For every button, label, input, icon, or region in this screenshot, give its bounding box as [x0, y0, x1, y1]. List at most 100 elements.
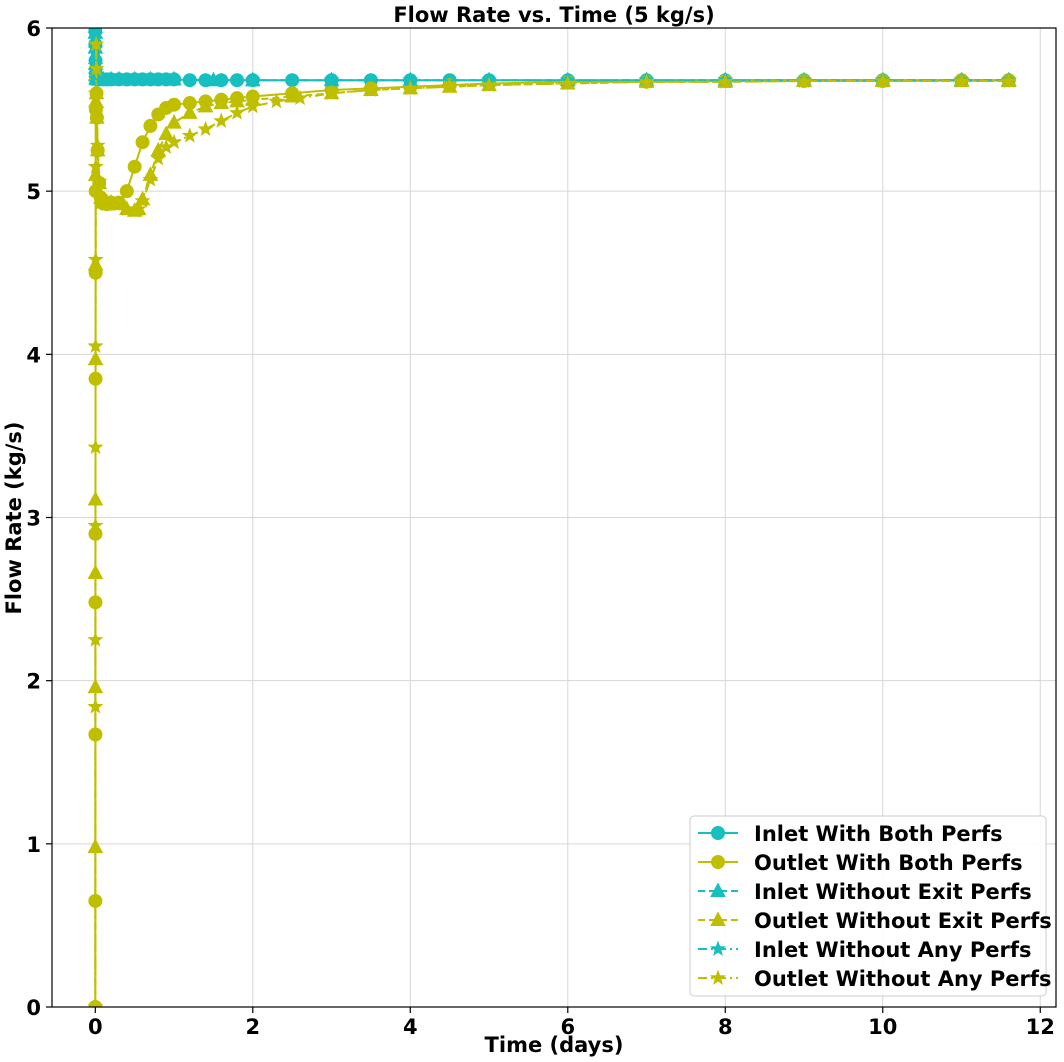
outlet-without-any-perfs-series [87, 35, 1017, 1007]
outlet-without-any-perfs-marker [87, 337, 104, 353]
legend-outlet-without-any-perfs-marker [709, 969, 727, 985]
y-tick-label: 3 [26, 507, 41, 531]
outlet-without-any-perfs-marker [638, 73, 655, 89]
y-axis-label: Flow Rate (kg/s) [2, 422, 26, 615]
outlet-without-any-perfs-marker [87, 251, 104, 267]
legend-inlet-without-exit-perfs-marker [710, 882, 726, 897]
outlet-without-any-perfs-marker [87, 698, 104, 714]
outlet-without-any-perfs-marker [87, 631, 104, 647]
inlet-without-exit-perfs-line [94, 32, 1009, 82]
outlet-without-any-perfs-marker [559, 75, 576, 91]
outlet-without-any-perfs-marker [142, 171, 159, 187]
outlet-without-exit-perfs-marker [87, 678, 104, 694]
outlet-without-any-perfs-marker [88, 101, 105, 117]
outlet-without-any-perfs-marker [1000, 72, 1017, 88]
outlet-without-any-perfs-marker [91, 172, 108, 189]
inlet-without-any-perfs-marker [126, 70, 143, 87]
legend-entry: Inlet Without Any Perfs [698, 938, 1031, 962]
outlet-with-both-perfs-marker [167, 97, 182, 112]
outlet-without-any-perfs-marker [213, 112, 230, 128]
y-tick-label: 5 [26, 180, 41, 204]
y-tick-label: 4 [26, 343, 41, 367]
inlet-without-exit-perfs-series [87, 28, 1017, 87]
y-tick-label: 1 [26, 833, 41, 857]
outlet-without-any-perfs-marker [362, 81, 379, 97]
outlet-without-any-perfs-marker [87, 517, 104, 533]
outlet-with-both-perfs-marker [127, 159, 142, 174]
y-tick-label: 2 [26, 670, 41, 694]
outlet-without-any-perfs-marker [134, 192, 151, 208]
outlet-without-any-perfs-marker [130, 200, 147, 216]
legend-outlet-without-exit-perfs-marker [710, 911, 726, 926]
chart-title: Flow Rate vs. Time (5 kg/s) [393, 3, 714, 27]
y-axis: 0 1 2 3 4 5 6 [26, 17, 52, 1020]
inlet-without-any-perfs-marker [142, 70, 159, 87]
x-tick-label: 8 [718, 1015, 733, 1039]
legend-inlet-with-both-perfs-marker [711, 826, 725, 840]
outlet-without-any-perfs-marker [292, 89, 309, 105]
outlet-without-exit-perfs-marker [87, 564, 104, 579]
outlet-without-any-perfs-line [94, 44, 1009, 1007]
legend-label: Outlet Without Exit Perfs [754, 909, 1052, 933]
outlet-without-any-perfs-marker [796, 72, 813, 88]
outlet-without-any-perfs-marker [110, 195, 127, 212]
series-layer [87, 28, 1017, 1007]
legend-label: Outlet With Both Perfs [754, 851, 1023, 875]
outlet-without-any-perfs-marker [197, 120, 214, 136]
inlet-without-any-perfs-line [94, 34, 1009, 82]
outlet-without-any-perfs-marker [323, 84, 340, 101]
inlet-without-any-perfs-marker [87, 28, 104, 42]
outlet-without-exit-perfs-marker [166, 114, 182, 129]
outlet-without-any-perfs-marker [874, 72, 891, 88]
outlet-without-any-perfs-marker [268, 92, 285, 109]
outlet-without-any-perfs-marker [953, 72, 970, 88]
outlet-without-any-perfs-marker [166, 133, 183, 150]
inlet-without-any-perfs-marker [205, 71, 222, 88]
legend-entry: Outlet Without Any Perfs [698, 967, 1052, 991]
x-tick-label: 0 [88, 1015, 103, 1039]
outlet-without-exit-perfs-marker [213, 94, 230, 110]
outlet-without-exit-perfs-marker [89, 109, 105, 124]
x-axis: 0 2 4 6 8 10 12 [88, 1007, 1055, 1039]
outlet-without-any-perfs-marker [87, 438, 104, 455]
outlet-without-any-perfs-marker [87, 998, 104, 1007]
outlet-without-any-perfs-marker [89, 137, 106, 153]
x-axis-label: Time (days) [485, 1033, 624, 1057]
legend-entry: Outlet Without Exit Perfs [698, 909, 1052, 933]
outlet-without-exit-perfs-marker [181, 104, 198, 119]
outlet-without-any-perfs-marker [229, 104, 246, 120]
x-tick-label: 6 [560, 1015, 575, 1039]
inlet-with-both-perfs-series [88, 28, 1016, 88]
outlet-without-any-perfs-marker [717, 73, 734, 89]
outlet-without-exit-perfs-marker [197, 97, 214, 113]
legend-entry: Inlet With Both Perfs [698, 822, 1003, 846]
outlet-without-any-perfs-marker [181, 127, 198, 143]
legend-label: Inlet With Both Perfs [754, 822, 1003, 846]
outlet-without-any-perfs-marker [481, 76, 498, 92]
x-tick-label: 2 [245, 1015, 260, 1039]
outlet-with-both-perfs-marker [135, 135, 150, 150]
y-tick-label: 6 [26, 17, 41, 41]
outlet-without-any-perfs-marker [402, 79, 419, 96]
x-tick-label: 12 [1026, 1015, 1055, 1039]
outlet-without-any-perfs-marker [87, 84, 104, 101]
inlet-without-any-perfs-marker [244, 71, 261, 88]
legend-inlet-without-any-perfs-marker [709, 940, 727, 956]
inlet-without-any-perfs-series [87, 28, 1017, 88]
inlet-without-any-perfs-marker [110, 70, 127, 87]
legend-label: Inlet Without Exit Perfs [754, 880, 1032, 904]
legend-entry: Outlet With Both Perfs [698, 851, 1023, 875]
outlet-with-both-perfs-marker [119, 184, 134, 199]
x-tick-label: 10 [868, 1015, 897, 1039]
outlet-without-any-perfs-marker [150, 150, 167, 166]
outlet-without-any-perfs-marker [441, 78, 458, 94]
outlet-without-any-perfs-marker [87, 158, 104, 174]
legend-label: Outlet Without Any Perfs [754, 967, 1052, 991]
outlet-without-any-perfs-marker [88, 60, 105, 76]
legend-box [689, 815, 1047, 997]
outlet-without-any-perfs-marker [88, 35, 105, 52]
legend-outlet-with-both-perfs-marker [711, 855, 725, 869]
legend-entry: Inlet Without Exit Perfs [698, 880, 1032, 904]
inlet-without-any-perfs-marker [323, 71, 340, 88]
